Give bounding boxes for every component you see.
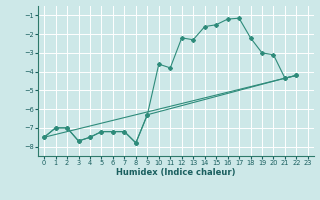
- X-axis label: Humidex (Indice chaleur): Humidex (Indice chaleur): [116, 168, 236, 177]
